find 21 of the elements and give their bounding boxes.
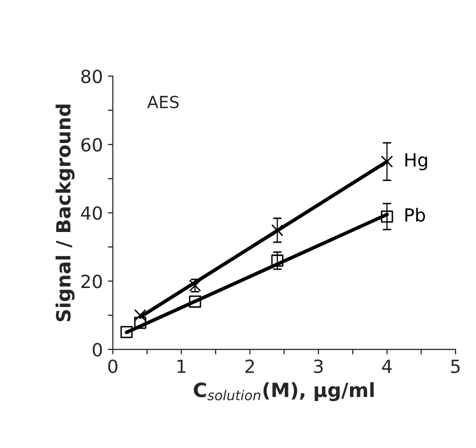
x-tick-label: 1: [178, 360, 186, 373]
point: [380, 210, 394, 223]
x-axis-title: C$_{solution}$(M), μg/ml: [194, 382, 374, 402]
point: [271, 254, 284, 267]
x-tick-label: 2: [245, 359, 254, 373]
y-axis-title: Signal / Background: [56, 104, 75, 322]
series-label: Pb: [405, 208, 426, 222]
point: [134, 316, 146, 329]
y-tick-label: 40: [80, 206, 102, 220]
y-tick-label: 60: [81, 138, 102, 152]
x-tick-label: 4: [382, 360, 392, 373]
x-tick-label: 3: [314, 359, 323, 374]
y-tick-label: 0: [92, 342, 102, 357]
annotation: AES: [147, 96, 179, 108]
y-tick-label: 80: [81, 70, 102, 84]
x-tick-label: 0: [108, 359, 118, 374]
point: [188, 296, 202, 308]
series-label: Hg: [405, 153, 428, 170]
point: [120, 326, 133, 338]
y-tick-label: 20: [81, 274, 102, 288]
x-tick-label: 5: [451, 360, 460, 374]
